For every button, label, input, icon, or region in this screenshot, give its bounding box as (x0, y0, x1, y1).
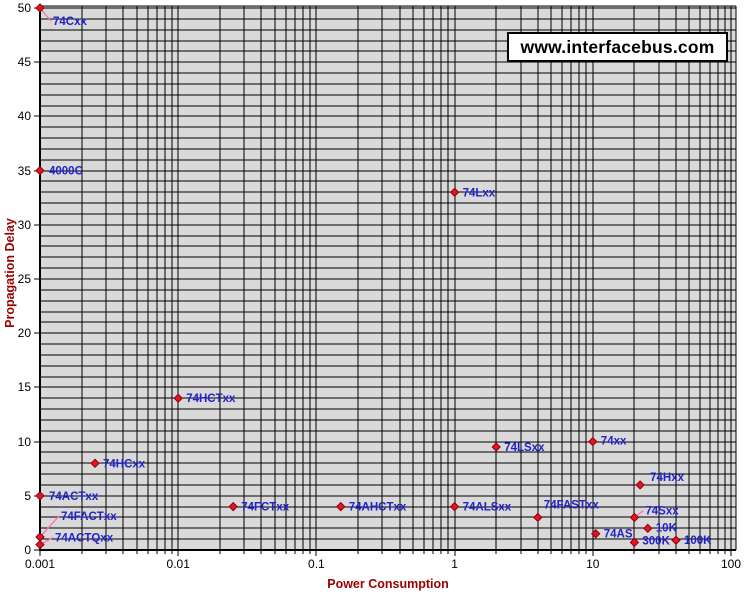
tick-labels: 0 5 10 15 20 25 30 35 40 45 50 0.001 0.01 0.1 1 10 100 (18, 1, 742, 571)
point-marker (35, 165, 45, 176)
point-marker (35, 3, 45, 13)
y-tick-label: 0 (24, 543, 31, 557)
point-marker (591, 529, 601, 539)
point-label: 74HCTxx (186, 393, 236, 405)
plot-area (40, 6, 736, 550)
point-label: 74Cxx (53, 16, 87, 28)
data-point-74lsxx: 74LSxx (491, 442, 545, 454)
point-label: 100K (684, 535, 712, 547)
point-label: 74xx (601, 436, 627, 448)
point-marker (491, 442, 501, 452)
point-marker (90, 458, 100, 468)
x-tick-label: 1 (451, 557, 458, 571)
data-point-74actxx: 74ACTxx (35, 491, 99, 503)
point-marker (588, 436, 598, 447)
x-tick-label: 0.01 (167, 557, 191, 571)
gridlines (40, 6, 736, 550)
point-marker (629, 537, 640, 548)
point-label: 74LSxx (504, 442, 545, 454)
data-point-100k: 100K (671, 535, 712, 547)
y-tick-label: 10 (18, 435, 32, 449)
y-tick-label: 40 (18, 109, 32, 123)
data-point-74ahctxx: 74AHCTxx (336, 501, 407, 514)
data-point-74as: 74AS (591, 529, 633, 541)
point-label: 74Lxx (463, 187, 496, 199)
data-point-74actqxx: 74ACTQxx (35, 533, 114, 550)
point-label: 74AHCTxx (349, 502, 407, 514)
leader-line (39, 515, 60, 538)
data-point-10k: 10K (643, 522, 678, 534)
data-point-74cxx: 74Cxx (35, 3, 87, 28)
y-axis-title: Propagation Delay (3, 218, 17, 328)
point-label: 74ALSxx (463, 502, 512, 514)
data-point-74hcxx: 74HCxx (90, 458, 146, 470)
point-label: 10K (656, 522, 678, 534)
y-tick-label: 15 (18, 380, 32, 394)
y-tick-label: 45 (18, 55, 32, 69)
point-marker (635, 480, 645, 490)
point-marker (228, 501, 238, 512)
data-points: 74Cxx 4000C 74Lxx 74HCTxx 74xx 74LSxx 74HCxx 74… (35, 3, 712, 550)
y-tick-label: 5 (24, 489, 31, 503)
point-marker (643, 523, 653, 534)
point-label: 74HCxx (103, 458, 146, 470)
y-tick-label: 20 (18, 326, 32, 340)
y-tick-label: 50 (18, 1, 32, 15)
data-point-74xx: 74xx (588, 436, 627, 448)
data-point-74hxx: 74Hxx (635, 472, 685, 490)
data-point-74sxx: 74Sxx (629, 505, 679, 523)
point-marker (671, 535, 681, 545)
x-tick-label: 0.1 (308, 557, 325, 571)
point-label: 74ACTQxx (55, 533, 114, 545)
y-tick-label: 25 (18, 272, 32, 286)
data-point-74factxx: 74FACTxx (35, 511, 117, 542)
point-marker (533, 512, 543, 523)
x-tick-label: 10 (586, 557, 600, 571)
x-tick-label: 0.001 (25, 557, 55, 571)
data-point-74fctxx: 74FCTxx (228, 501, 290, 514)
data-point-74alsxx: 74ALSxx (449, 501, 512, 514)
point-label: 74AS (604, 529, 633, 541)
point-label: 300K (642, 535, 670, 547)
x-axis-title: Power Consumption (327, 577, 449, 591)
point-marker (173, 393, 183, 403)
point-label: 74ACTxx (49, 491, 99, 503)
point-label: 4000C (49, 166, 83, 178)
data-point-4000c: 4000C (35, 165, 83, 178)
point-marker (449, 187, 460, 197)
point-label: 74FCTxx (241, 502, 290, 514)
data-point-74fastxx: 74FASTxx (533, 499, 600, 523)
axes (34, 5, 737, 556)
watermark: www.interfacebus.com (507, 32, 728, 62)
data-point-74hctxx: 74HCTxx (173, 393, 236, 405)
point-marker (629, 512, 640, 523)
point-marker (449, 501, 460, 512)
point-marker (336, 501, 346, 512)
data-point-74lxx: 74Lxx (449, 187, 496, 199)
y-tick-label: 35 (18, 164, 32, 178)
y-tick-label: 30 (18, 218, 32, 232)
point-label: 74Hxx (650, 472, 684, 484)
point-label: 74Sxx (645, 505, 679, 517)
point-marker (35, 539, 45, 550)
point-marker (35, 491, 45, 501)
data-point-300k: 300K (629, 535, 671, 548)
x-tick-label: 100 (721, 557, 741, 571)
point-label: 74FASTxx (544, 499, 600, 511)
point-label: 74FACTxx (61, 511, 117, 523)
